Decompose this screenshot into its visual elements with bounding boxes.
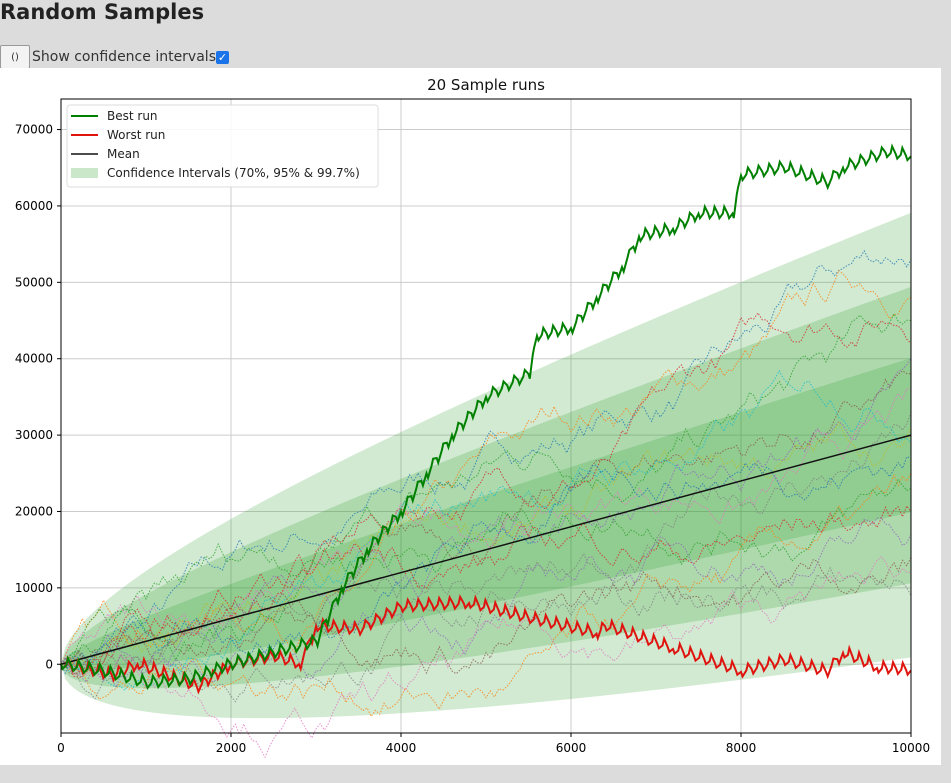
sample-run-line [60,369,912,692]
sample-run-line [60,552,912,700]
legend-label: Confidence Intervals (70%, 95% & 99.7%) [107,166,360,180]
page-title: Random Samples [0,0,205,24]
x-tick-label: 6000 [556,741,587,755]
worst-run-line [60,594,912,695]
sample-run-line [60,473,912,718]
plot-frame [60,98,912,734]
checkbox-label: Show confidence intervals [32,49,216,65]
sample-run-line [60,311,912,678]
confidence-band [61,212,911,719]
sample-run-line [60,505,912,675]
sample-run-line [60,388,912,665]
x-tick-label: 0 [57,741,65,755]
sample-run-line [60,478,912,666]
mean-line [60,434,912,665]
y-tick-label: 50000 [15,275,53,289]
sample-run-line [60,249,912,675]
y-tick-label: 70000 [15,123,53,137]
legend-label: Best run [107,109,158,123]
sample-run-line [60,358,912,675]
y-tick-label: 30000 [15,428,53,442]
best-run-line [60,143,912,691]
sample-run-line [60,556,912,759]
x-tick-label: 10000 [892,741,930,755]
sample-run-line [60,421,912,670]
x-tick-label: 2000 [216,741,247,755]
y-tick-label: 20000 [15,504,53,518]
chart: 20 Sample runs 0 2000 4000 6000 8000 10000 0 100… [15,76,930,759]
legend-box [66,104,379,188]
sample-run-line [60,370,912,668]
controls: () Show confidence intervals ✓ [0,45,229,69]
refresh-button[interactable]: () [0,45,30,69]
y-tick-label: 10000 [15,581,53,595]
y-tick-label: 0 [45,657,53,671]
chart-title: 20 Sample runs [427,76,545,94]
confidence-band [61,286,911,689]
legend-swatch [71,168,98,178]
legend-label: Mean [107,147,140,161]
y-tick-label: 40000 [15,352,53,366]
chart-panel: 20 Sample runs 0 2000 4000 6000 8000 10000 0 100… [0,68,941,765]
show-ci-checkbox[interactable]: ✓ [215,50,229,64]
legend-label: Worst run [107,128,165,142]
refresh-icon: () [11,51,19,63]
confidence-band [61,358,911,671]
sample-run-line [60,456,912,668]
x-tick-label: 8000 [726,741,757,755]
sample-run-line [60,312,912,665]
sample-run-line [60,412,912,703]
y-tick-label: 60000 [15,199,53,213]
x-tick-label: 4000 [386,741,417,755]
